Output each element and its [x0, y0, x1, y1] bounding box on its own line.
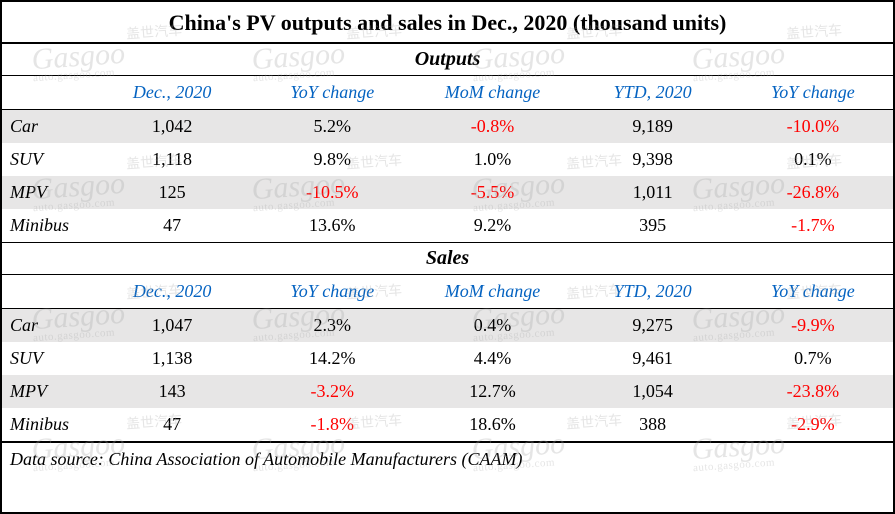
col-head-ytd: YTD, 2020 — [573, 76, 733, 110]
table-row: MPV125-10.5%-5.5%1,011-26.8% — [2, 176, 893, 209]
table-row: SUV1,1189.8%1.0%9,3980.1% — [2, 143, 893, 176]
table-row: Car1,0472.3%0.4%9,275-9.9% — [2, 309, 893, 343]
cell-dec: 47 — [92, 408, 252, 441]
cell-ytd: 1,011 — [573, 176, 733, 209]
cell-dec: 47 — [92, 209, 252, 242]
cell-yoy2: 0.1% — [733, 143, 893, 176]
cell-yoy1: -3.2% — [252, 375, 412, 408]
col-head-yoy1: YoY change — [252, 76, 412, 110]
cell-yoy2: -1.7% — [733, 209, 893, 242]
cell-yoy2: -10.0% — [733, 110, 893, 144]
cell-mom: 4.4% — [412, 342, 572, 375]
outputs-header-row: Dec., 2020 YoY change MoM change YTD, 20… — [2, 76, 893, 110]
table-row: Minibus47-1.8%18.6%388-2.9% — [2, 408, 893, 441]
cell-yoy1: -10.5% — [252, 176, 412, 209]
section-head-sales: Sales — [2, 242, 893, 275]
cell-ytd: 9,398 — [573, 143, 733, 176]
row-label: Car — [2, 110, 92, 144]
row-label: Minibus — [2, 408, 92, 441]
row-label: SUV — [2, 143, 92, 176]
row-label: MPV — [2, 176, 92, 209]
col-head-blank — [2, 76, 92, 110]
cell-mom: 1.0% — [412, 143, 572, 176]
table-title: China's PV outputs and sales in Dec., 20… — [2, 2, 893, 44]
cell-dec: 125 — [92, 176, 252, 209]
cell-ytd: 388 — [573, 408, 733, 441]
table-row: SUV1,13814.2%4.4%9,4610.7% — [2, 342, 893, 375]
cell-yoy1: 13.6% — [252, 209, 412, 242]
cell-ytd: 9,275 — [573, 309, 733, 343]
cell-mom: -0.8% — [412, 110, 572, 144]
cell-yoy1: 2.3% — [252, 309, 412, 343]
cell-yoy2: 0.7% — [733, 342, 893, 375]
cell-yoy1: -1.8% — [252, 408, 412, 441]
col-head-mom: MoM change — [412, 76, 572, 110]
cell-mom: 18.6% — [412, 408, 572, 441]
cell-mom: 12.7% — [412, 375, 572, 408]
col-head-ytd: YTD, 2020 — [573, 275, 733, 309]
row-label: Car — [2, 309, 92, 343]
cell-mom: 0.4% — [412, 309, 572, 343]
cell-ytd: 395 — [573, 209, 733, 242]
cell-mom: 9.2% — [412, 209, 572, 242]
col-head-yoy1: YoY change — [252, 275, 412, 309]
table-row: Car1,0425.2%-0.8%9,189-10.0% — [2, 110, 893, 144]
cell-yoy2: -2.9% — [733, 408, 893, 441]
cell-ytd: 9,189 — [573, 110, 733, 144]
cell-yoy1: 9.8% — [252, 143, 412, 176]
col-head-blank — [2, 275, 92, 309]
cell-ytd: 9,461 — [573, 342, 733, 375]
col-head-yoy2: YoY change — [733, 76, 893, 110]
cell-dec: 143 — [92, 375, 252, 408]
table-row: Minibus4713.6%9.2%395-1.7% — [2, 209, 893, 242]
cell-dec: 1,118 — [92, 143, 252, 176]
cell-dec: 1,047 — [92, 309, 252, 343]
cell-dec: 1,138 — [92, 342, 252, 375]
sales-header-row: Dec., 2020 YoY change MoM change YTD, 20… — [2, 275, 893, 309]
row-label: SUV — [2, 342, 92, 375]
col-head-yoy2: YoY change — [733, 275, 893, 309]
cell-yoy2: -23.8% — [733, 375, 893, 408]
row-label: MPV — [2, 375, 92, 408]
cell-yoy2: -9.9% — [733, 309, 893, 343]
data-source-footer: Data source: China Association of Automo… — [2, 441, 893, 476]
cell-yoy2: -26.8% — [733, 176, 893, 209]
col-head-dec: Dec., 2020 — [92, 76, 252, 110]
table-row: MPV143-3.2%12.7%1,054-23.8% — [2, 375, 893, 408]
outputs-table: Dec., 2020 YoY change MoM change YTD, 20… — [2, 76, 893, 242]
table-container: 盖世汽车Gasgooauto.gasgoo.com盖世汽车Gasgooauto.… — [0, 0, 895, 514]
section-head-outputs: Outputs — [2, 44, 893, 76]
sales-table: Dec., 2020 YoY change MoM change YTD, 20… — [2, 275, 893, 441]
col-head-mom: MoM change — [412, 275, 572, 309]
row-label: Minibus — [2, 209, 92, 242]
col-head-dec: Dec., 2020 — [92, 275, 252, 309]
cell-dec: 1,042 — [92, 110, 252, 144]
cell-mom: -5.5% — [412, 176, 572, 209]
cell-yoy1: 14.2% — [252, 342, 412, 375]
cell-yoy1: 5.2% — [252, 110, 412, 144]
cell-ytd: 1,054 — [573, 375, 733, 408]
